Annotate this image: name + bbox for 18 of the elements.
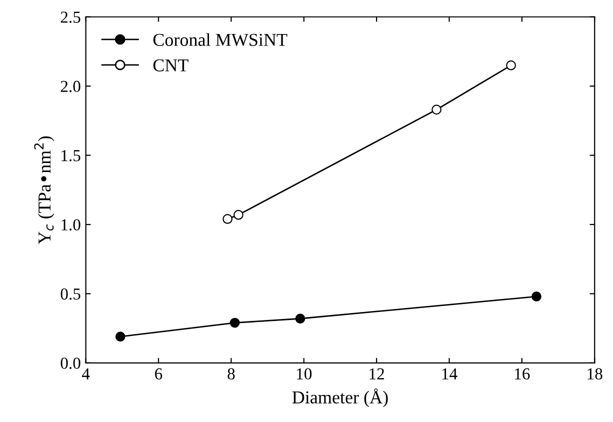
y-tick-label: 0.5 bbox=[60, 288, 80, 300]
legend-label: CNT bbox=[153, 59, 188, 72]
y-tick-label: 1.0 bbox=[62, 219, 80, 231]
y-tick-label: 2.0 bbox=[60, 80, 80, 92]
y-tick-label: 0.0 bbox=[60, 358, 80, 369]
y-tick-label: 2.5 bbox=[60, 12, 80, 23]
x-tick-label: 4 bbox=[82, 368, 90, 380]
x-tick-label: 12 bbox=[370, 368, 384, 380]
x-tick-label: 18 bbox=[588, 368, 602, 380]
x-tick-label: 16 bbox=[515, 368, 530, 380]
x-tick-label: 8 bbox=[228, 368, 235, 380]
x-axis-title: Diameter (Å) bbox=[292, 388, 388, 408]
y-axis-title: Y$_{c}$ (TPa•nm$^{2}$) bbox=[34, 136, 54, 244]
x-tick-label: 14 bbox=[442, 368, 458, 380]
x-tick-label: 6 bbox=[155, 368, 162, 380]
legend-label: Coronal MWSiNT bbox=[153, 33, 288, 46]
x-tick-label: 10 bbox=[297, 368, 312, 380]
y-tick-label: 1.5 bbox=[62, 150, 80, 162]
